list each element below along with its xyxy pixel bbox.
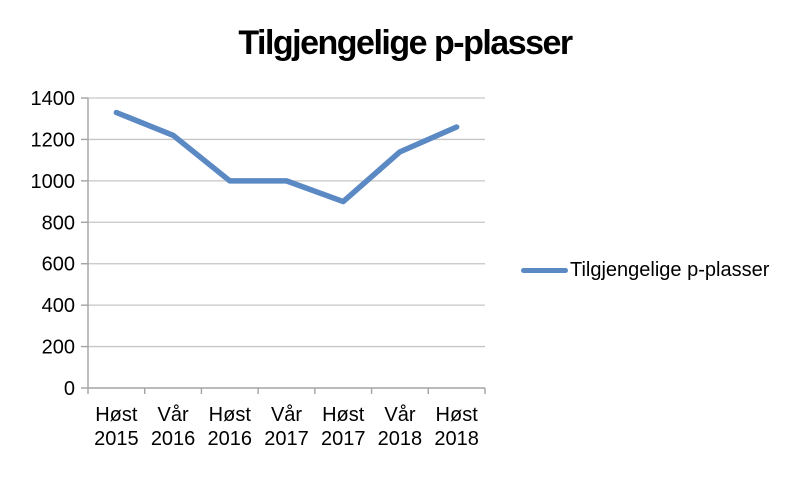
y-tick-label: 600 <box>42 254 75 276</box>
x-tick-label: Høst 2018 <box>434 404 479 450</box>
y-tick-label: 200 <box>42 337 75 359</box>
y-tick-label: 800 <box>42 212 75 234</box>
y-tick-label: 1000 <box>31 171 76 193</box>
x-tick-label: Vår 2018 <box>378 404 423 450</box>
legend: Tilgjengelige p-plasser <box>521 258 769 282</box>
x-tick-label: Høst 2017 <box>321 404 366 450</box>
x-tick-label: Vår 2017 <box>264 404 309 450</box>
y-tick-label: 0 <box>64 378 75 400</box>
chart-title: Tilgjengelige p-plasser <box>238 24 573 62</box>
series-line <box>113 109 460 205</box>
x-tick-label: Vår 2016 <box>151 404 196 450</box>
y-tick-label: 1400 <box>31 88 76 110</box>
x-tick-label: Høst 2015 <box>94 404 139 450</box>
legend-line-swatch-icon <box>521 267 568 273</box>
legend-label: Tilgjengelige p-plasser <box>570 258 770 281</box>
x-tick-label: Høst 2016 <box>208 404 253 450</box>
y-tick-label: 400 <box>42 295 75 317</box>
y-tick-label: 1200 <box>31 129 76 151</box>
